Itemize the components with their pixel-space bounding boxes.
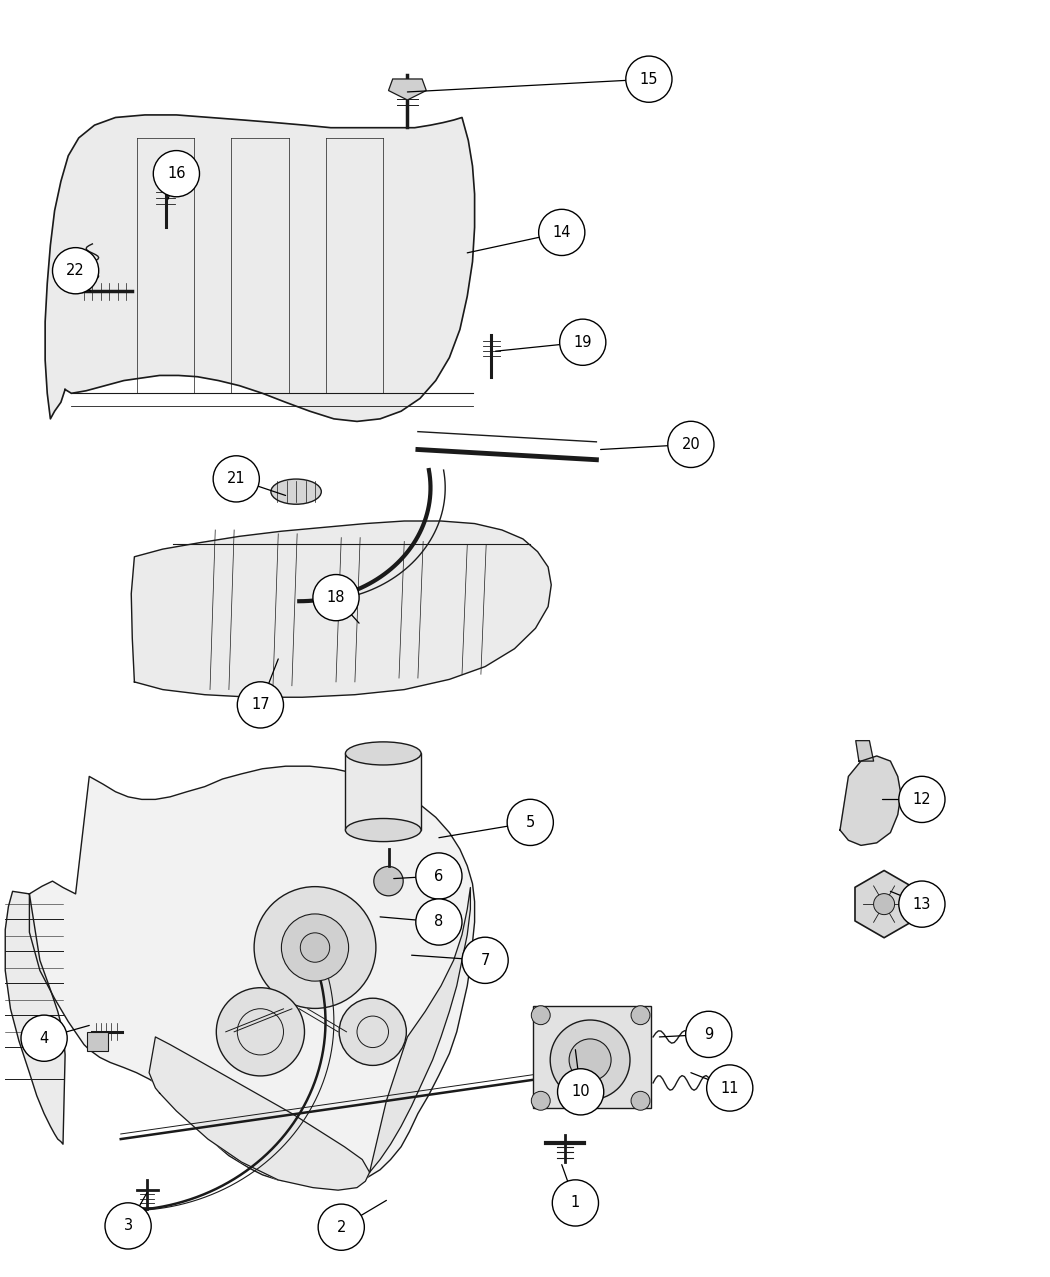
Text: 11: 11 (720, 1080, 739, 1096)
Circle shape (281, 914, 349, 981)
Circle shape (668, 421, 714, 467)
Circle shape (105, 1203, 151, 1249)
Circle shape (874, 894, 895, 914)
Text: 6: 6 (435, 868, 443, 884)
Circle shape (531, 1092, 550, 1110)
Circle shape (558, 1069, 604, 1115)
Bar (345, 753, 421, 830)
Text: 14: 14 (552, 225, 571, 240)
Polygon shape (856, 741, 874, 761)
Bar (87, 1032, 108, 1051)
Circle shape (899, 881, 945, 927)
Text: 16: 16 (167, 166, 186, 181)
Circle shape (213, 456, 259, 502)
Text: 3: 3 (124, 1218, 132, 1234)
Circle shape (416, 853, 462, 899)
Circle shape (416, 899, 462, 945)
Text: 19: 19 (573, 335, 592, 350)
Circle shape (507, 799, 553, 845)
Circle shape (462, 937, 508, 983)
Polygon shape (5, 891, 65, 1144)
Circle shape (550, 1020, 630, 1099)
Polygon shape (149, 1037, 370, 1190)
Text: 1: 1 (571, 1195, 580, 1211)
Circle shape (374, 866, 403, 896)
Circle shape (21, 1015, 67, 1061)
Polygon shape (29, 766, 475, 1185)
Text: 8: 8 (435, 914, 443, 930)
Circle shape (539, 209, 585, 255)
Text: 22: 22 (66, 263, 85, 278)
Text: 18: 18 (327, 590, 345, 605)
Circle shape (52, 248, 99, 294)
Circle shape (313, 575, 359, 621)
Circle shape (560, 319, 606, 365)
Circle shape (631, 1092, 650, 1110)
Circle shape (237, 682, 284, 728)
Circle shape (300, 932, 330, 963)
Text: 9: 9 (705, 1027, 713, 1042)
Polygon shape (388, 79, 426, 100)
Circle shape (254, 886, 376, 1009)
Text: 21: 21 (227, 471, 246, 487)
Text: 17: 17 (251, 697, 270, 713)
Circle shape (318, 1204, 364, 1250)
Text: 5: 5 (526, 815, 534, 830)
Polygon shape (855, 871, 914, 937)
Text: 15: 15 (639, 72, 658, 87)
Circle shape (686, 1011, 732, 1057)
Text: 13: 13 (912, 896, 931, 912)
Circle shape (631, 1006, 650, 1024)
Polygon shape (45, 115, 475, 421)
Circle shape (339, 999, 406, 1065)
Ellipse shape (345, 819, 421, 842)
Circle shape (552, 1180, 598, 1226)
Text: 10: 10 (571, 1084, 590, 1099)
Polygon shape (370, 888, 470, 1172)
Circle shape (899, 776, 945, 822)
Bar (533, 1006, 651, 1108)
Circle shape (153, 151, 200, 197)
Circle shape (216, 987, 304, 1077)
Polygon shape (840, 756, 901, 845)
Circle shape (531, 1006, 550, 1024)
Circle shape (707, 1065, 753, 1111)
Ellipse shape (271, 479, 321, 504)
Polygon shape (131, 521, 551, 697)
Text: 4: 4 (40, 1031, 48, 1046)
Text: 12: 12 (912, 792, 931, 807)
Text: 20: 20 (681, 437, 700, 452)
Circle shape (626, 56, 672, 102)
Text: 2: 2 (337, 1220, 345, 1235)
Text: 7: 7 (481, 953, 489, 968)
Ellipse shape (345, 742, 421, 765)
Circle shape (569, 1039, 611, 1080)
